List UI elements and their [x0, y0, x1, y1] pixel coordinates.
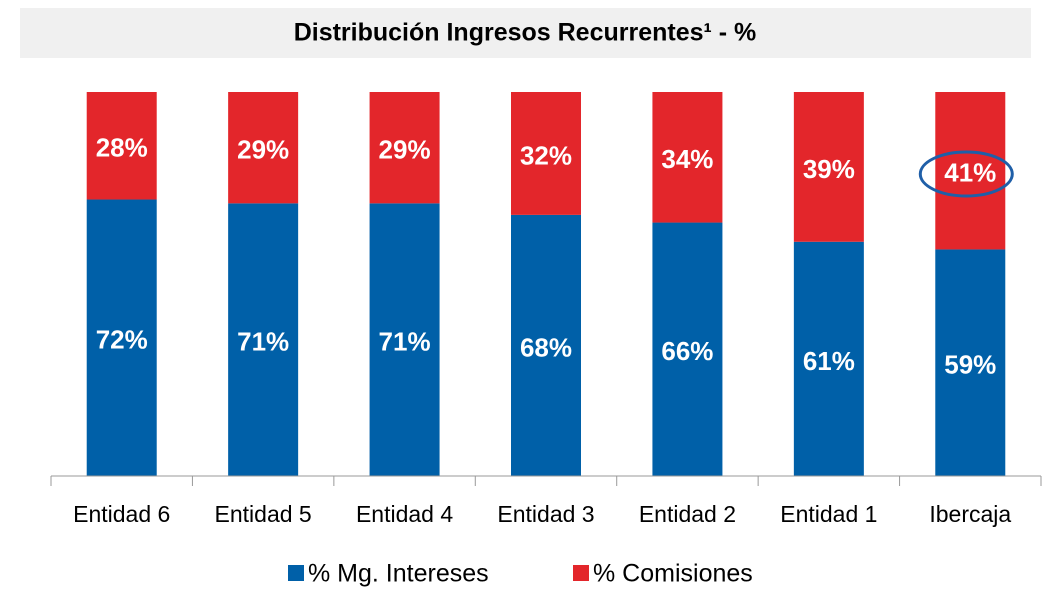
legend-swatch — [573, 565, 589, 581]
bar-segment — [369, 92, 440, 204]
x-tick-label: Entidad 1 — [780, 501, 877, 527]
chart-title: Distribución Ingresos Recurrentes¹ - % — [294, 19, 757, 47]
x-tick-label: Entidad 4 — [356, 501, 453, 527]
x-tick-label: Entidad 3 — [497, 501, 594, 527]
data-label: 68% — [520, 332, 572, 362]
data-label: 59% — [944, 350, 996, 380]
legend-swatch — [288, 565, 304, 581]
bar-segment — [511, 214, 581, 476]
data-label: 32% — [520, 140, 572, 170]
x-tick-label: Entidad 5 — [215, 501, 312, 527]
bar-segment — [793, 241, 864, 476]
bar-segment — [511, 92, 581, 215]
title-band — [20, 8, 1031, 58]
data-label: 41% — [944, 158, 996, 188]
bar-segment — [369, 203, 440, 477]
data-label: 71% — [237, 327, 289, 357]
bar-segment — [228, 203, 299, 477]
bar-segment — [935, 92, 1006, 250]
bar-segment — [86, 92, 157, 200]
legend-label: % Comisiones — [593, 560, 753, 588]
data-label: 71% — [379, 327, 431, 357]
data-label: 61% — [803, 346, 855, 376]
x-tick-label: Entidad 6 — [73, 501, 170, 527]
bar-segment — [935, 249, 1006, 476]
data-label: 72% — [96, 325, 148, 355]
bar-segment — [793, 92, 864, 242]
bar-segment — [652, 92, 723, 223]
data-label: 66% — [661, 336, 713, 366]
data-label: 34% — [661, 144, 713, 174]
legend-label: % Mg. Intereses — [308, 560, 489, 588]
data-label: 28% — [96, 133, 148, 163]
data-label: 29% — [379, 135, 431, 165]
x-tick-label: Entidad 2 — [639, 501, 736, 527]
x-tick-label: Ibercaja — [929, 501, 1011, 527]
data-label: 29% — [237, 135, 289, 165]
data-label: 39% — [803, 154, 855, 184]
bar-segment — [228, 92, 299, 204]
bar-segment — [652, 222, 723, 476]
bar-segment — [86, 199, 157, 476]
highlight-circle — [918, 150, 1014, 198]
